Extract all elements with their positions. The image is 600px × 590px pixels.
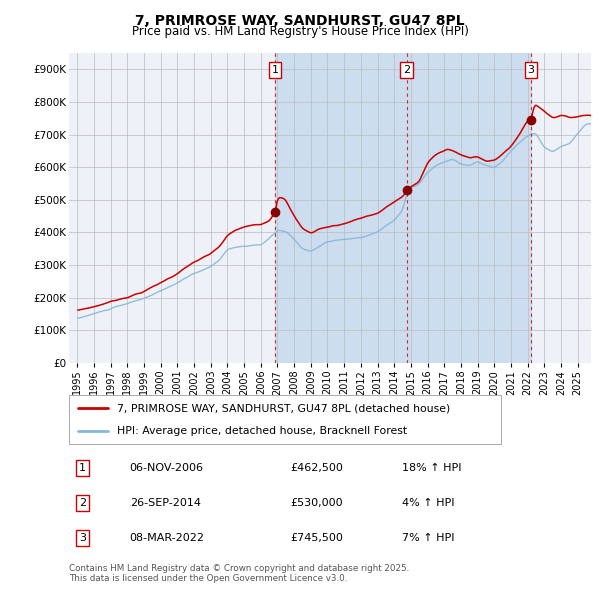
Text: 1: 1 [271,65,278,75]
Text: Price paid vs. HM Land Registry's House Price Index (HPI): Price paid vs. HM Land Registry's House … [131,25,469,38]
Text: 2: 2 [403,65,410,75]
Text: 2: 2 [79,498,86,508]
Text: 18% ↑ HPI: 18% ↑ HPI [401,463,461,473]
Text: 4% ↑ HPI: 4% ↑ HPI [401,498,454,508]
Text: 3: 3 [79,533,86,543]
Text: 7% ↑ HPI: 7% ↑ HPI [401,533,454,543]
Text: 3: 3 [527,65,534,75]
Text: Contains HM Land Registry data © Crown copyright and database right 2025.
This d: Contains HM Land Registry data © Crown c… [69,563,409,583]
Text: 7, PRIMROSE WAY, SANDHURST, GU47 8PL: 7, PRIMROSE WAY, SANDHURST, GU47 8PL [135,14,465,28]
Text: 7, PRIMROSE WAY, SANDHURST, GU47 8PL (detached house): 7, PRIMROSE WAY, SANDHURST, GU47 8PL (de… [116,404,450,414]
Bar [275,53,531,363]
FancyBboxPatch shape [69,395,501,444]
Text: 1: 1 [79,463,86,473]
Text: 26-SEP-2014: 26-SEP-2014 [130,498,201,508]
Text: 06-NOV-2006: 06-NOV-2006 [130,463,204,473]
Text: 08-MAR-2022: 08-MAR-2022 [130,533,205,543]
Text: £530,000: £530,000 [291,498,343,508]
Text: £462,500: £462,500 [291,463,344,473]
Text: £745,500: £745,500 [291,533,344,543]
Text: HPI: Average price, detached house, Bracknell Forest: HPI: Average price, detached house, Brac… [116,425,407,435]
